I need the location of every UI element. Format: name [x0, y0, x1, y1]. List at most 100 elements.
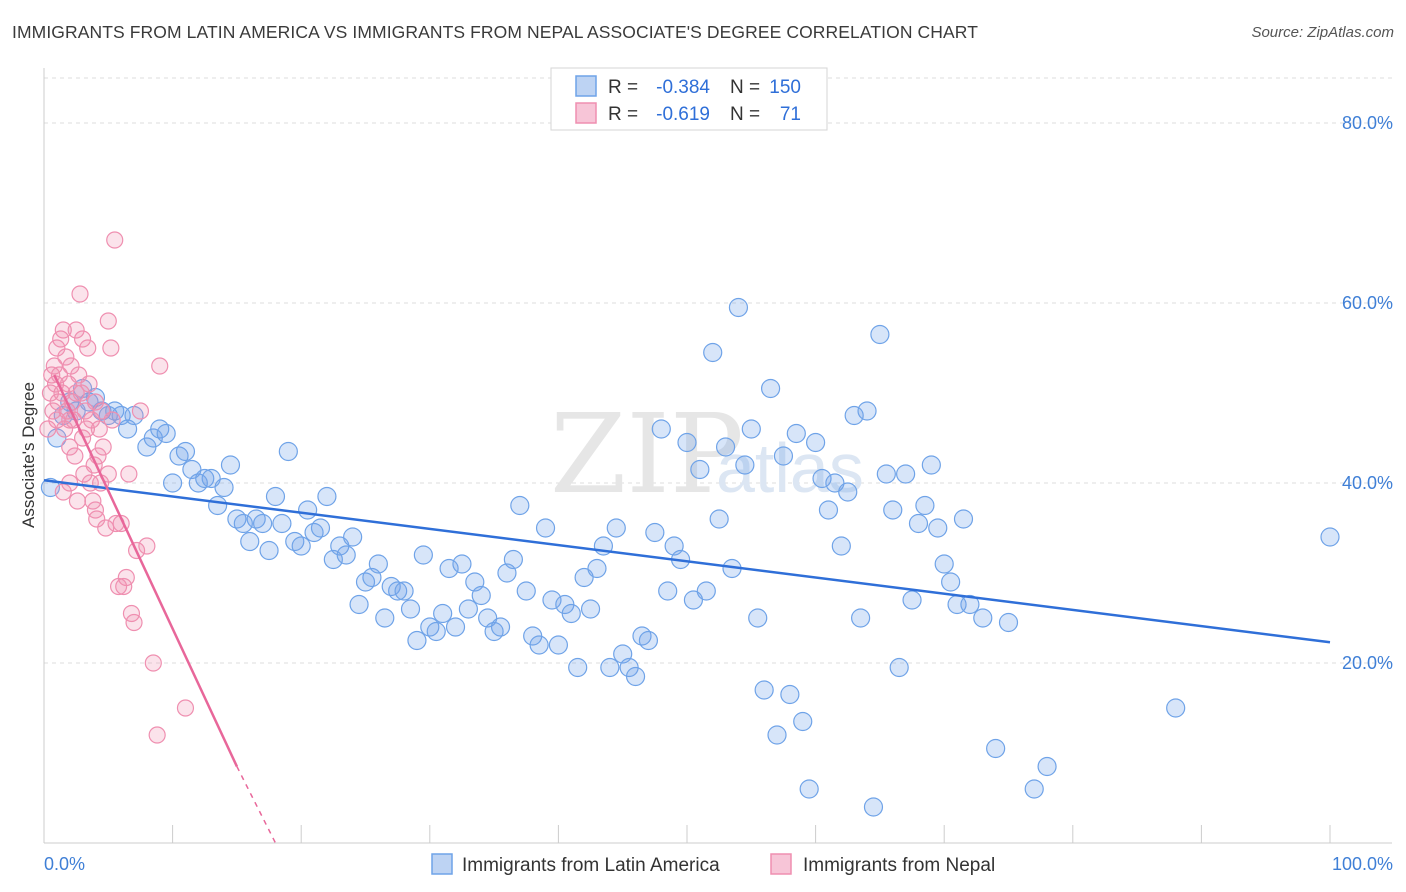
point-nepal [44, 402, 62, 420]
point-latin-america [690, 459, 710, 480]
point-nepal [61, 438, 79, 456]
point-latin-america [163, 473, 183, 493]
legend-swatch-pink [575, 102, 597, 124]
point-latin-america [625, 666, 646, 687]
data-points [39, 231, 1340, 817]
point-latin-america [259, 540, 279, 561]
x-axis-ticks: 0.0% 100.0% [44, 854, 1393, 874]
point-latin-america [953, 509, 974, 529]
point-latin-america [715, 437, 736, 457]
point-latin-america [253, 513, 273, 534]
point-latin-america [298, 500, 318, 520]
legend-r-value: -0.619 [656, 104, 710, 125]
point-latin-america [696, 581, 716, 601]
point-latin-america [548, 635, 569, 655]
point-latin-america [529, 635, 549, 655]
point-latin-america [310, 518, 331, 538]
point-latin-america [780, 684, 800, 705]
point-nepal [88, 510, 106, 528]
point-latin-america [542, 590, 562, 610]
grid [44, 77, 1392, 664]
legend-r-label: R = [608, 104, 638, 125]
point-latin-america [870, 324, 890, 345]
legend-swatch-blue [575, 75, 597, 97]
legend-n-value: 71 [780, 104, 801, 125]
point-latin-america [760, 378, 781, 399]
point-nepal [94, 438, 112, 456]
point-latin-america [883, 500, 903, 520]
point-latin-america [960, 594, 980, 615]
point-latin-america [709, 509, 729, 529]
legend-n-label: N = [730, 77, 760, 98]
point-latin-america [400, 599, 421, 619]
point-latin-america [941, 572, 961, 592]
point-latin-america [317, 486, 337, 507]
point-latin-america [195, 468, 215, 489]
point-latin-america [233, 513, 253, 534]
point-latin-america [413, 545, 433, 565]
point-latin-america [1024, 779, 1044, 799]
legend-r-value: -0.384 [656, 77, 710, 98]
trend-line-nepal-extension [236, 766, 277, 844]
point-nepal [80, 375, 98, 393]
y-tick-label: 20.0% [1342, 653, 1393, 673]
point-latin-america [638, 630, 659, 651]
point-latin-america [805, 432, 826, 453]
point-nepal [45, 357, 63, 375]
point-nepal [151, 357, 169, 375]
point-latin-america [156, 423, 176, 444]
point-latin-america [876, 464, 896, 484]
point-latin-america [818, 500, 839, 520]
point-latin-america [349, 594, 369, 615]
point-latin-america [863, 797, 884, 817]
legend-swatch-latin-america [431, 853, 453, 875]
point-latin-america [272, 513, 292, 534]
point-latin-america [921, 455, 941, 475]
point-latin-america [703, 342, 723, 363]
point-nepal [97, 519, 115, 537]
axes [43, 68, 1392, 844]
point-nepal [68, 492, 87, 510]
point-latin-america [645, 522, 665, 543]
point-latin-america [973, 608, 993, 628]
point-latin-america [915, 495, 935, 516]
watermark: ZIP atlas [550, 390, 864, 518]
point-latin-america [998, 612, 1019, 633]
point-latin-america [516, 581, 536, 601]
point-nepal [99, 312, 117, 330]
chart-title: IMMIGRANTS FROM LATIN AMERICA VS IMMIGRA… [12, 22, 978, 42]
point-latin-america [793, 711, 813, 732]
point-latin-america [433, 603, 453, 624]
point-nepal [71, 285, 89, 303]
x-tick-label: 100.0% [1332, 854, 1393, 874]
point-latin-america [278, 441, 298, 462]
point-latin-america [490, 617, 511, 637]
point-nepal [90, 420, 108, 438]
point-nepal [54, 483, 72, 501]
point-latin-america [934, 554, 954, 574]
point-nepal [138, 537, 156, 555]
point-nepal [131, 402, 150, 420]
point-latin-america [580, 599, 601, 619]
point-latin-america [336, 545, 356, 565]
point-latin-america [394, 581, 414, 601]
point-latin-america [458, 599, 478, 619]
point-nepal [144, 654, 162, 672]
trend-line-nepal [53, 374, 239, 768]
legend-n-value: 150 [769, 77, 801, 98]
point-nepal [102, 339, 120, 357]
source-label: Source: ZipAtlas.com [1251, 24, 1394, 41]
y-axis-ticks: 20.0% 40.0% 60.0% 80.0% [1342, 113, 1393, 673]
legend-label-latin-america: Immigrants from Latin America [462, 855, 720, 876]
point-latin-america [986, 738, 1006, 759]
x-tick-label: 0.0% [44, 854, 85, 874]
point-latin-america [439, 558, 459, 579]
point-latin-america [510, 495, 530, 516]
point-nepal [103, 411, 121, 429]
point-latin-america [600, 657, 620, 678]
point-latin-america [535, 518, 556, 538]
point-latin-america [471, 585, 491, 606]
point-nepal [55, 420, 74, 438]
point-nepal [176, 699, 195, 717]
point-nepal [39, 420, 57, 438]
